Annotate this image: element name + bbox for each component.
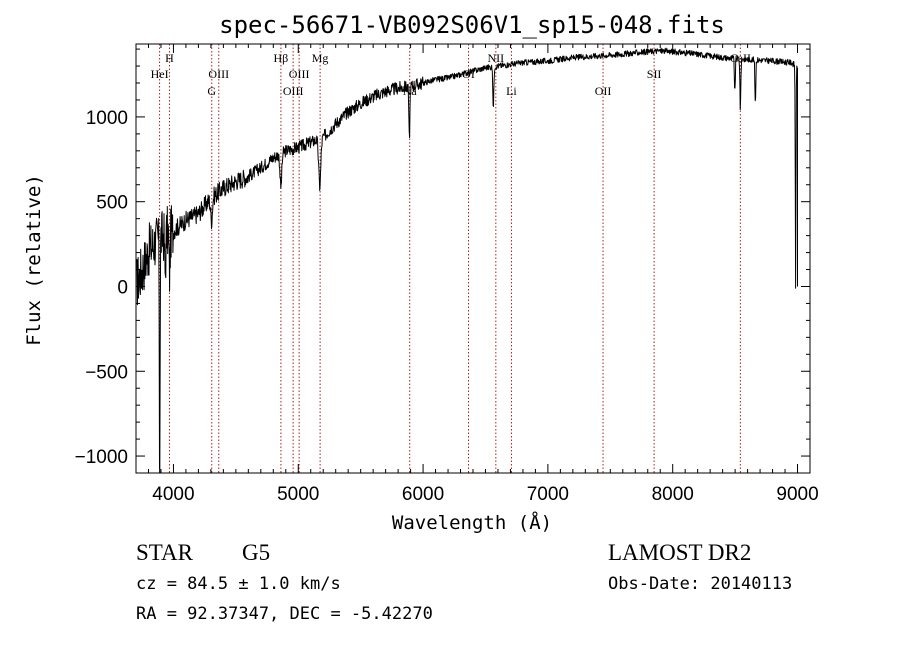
line-label: SII xyxy=(647,67,662,81)
spectrum-line xyxy=(136,47,798,474)
line-label: HeI xyxy=(151,67,169,81)
y-tick-label: 1000 xyxy=(86,108,128,129)
x-tick-label: 7000 xyxy=(527,484,569,505)
line-label: CaII xyxy=(730,51,751,65)
survey-name: LAMOST DR2 xyxy=(608,540,751,565)
chart-title: spec-56671-VB092S06V1_sp15-048.fits xyxy=(219,11,725,39)
y-axis-ticks: −1000 −500 0 500 1000 xyxy=(75,48,810,474)
line-label: OIII xyxy=(289,67,310,81)
coordinates: RA = 92.37347, DEC = -5.42270 xyxy=(136,604,433,624)
x-tick-label: 5000 xyxy=(277,484,319,505)
spectral-line-markers xyxy=(159,44,741,473)
plot-frame xyxy=(135,43,811,474)
line-label: Hβ xyxy=(274,51,289,65)
x-tick-label: 4000 xyxy=(152,484,194,505)
y-tick-label: 0 xyxy=(117,277,128,298)
y-tick-label: −1000 xyxy=(75,447,128,468)
y-tick-label: −500 xyxy=(85,362,128,383)
line-label: Mg xyxy=(312,51,329,65)
line-label: OII xyxy=(595,84,612,98)
x-tick-label: 8000 xyxy=(652,484,694,505)
y-axis-label: Flux (relative) xyxy=(23,174,45,346)
line-label: G xyxy=(207,84,216,98)
x-tick-label: 6000 xyxy=(402,484,444,505)
x-tick-label: 9000 xyxy=(776,484,818,505)
observation-date: Obs-Date: 20140113 xyxy=(608,574,792,594)
y-tick-label: 500 xyxy=(96,193,128,214)
line-label: OIII xyxy=(283,84,304,98)
line-label: NII xyxy=(488,51,505,65)
x-axis-ticks: 4000 5000 6000 7000 8000 9000 xyxy=(135,44,819,505)
line-label: H xyxy=(165,51,174,65)
object-subclass: G5 xyxy=(242,540,270,565)
x-axis-label: Wavelength (Å) xyxy=(392,511,552,534)
line-label: Li xyxy=(506,84,517,98)
line-label: OIII xyxy=(208,67,229,81)
object-type: STAR xyxy=(136,540,194,565)
redshift-cz: cz = 84.5 ± 1.0 km/s xyxy=(136,574,341,594)
